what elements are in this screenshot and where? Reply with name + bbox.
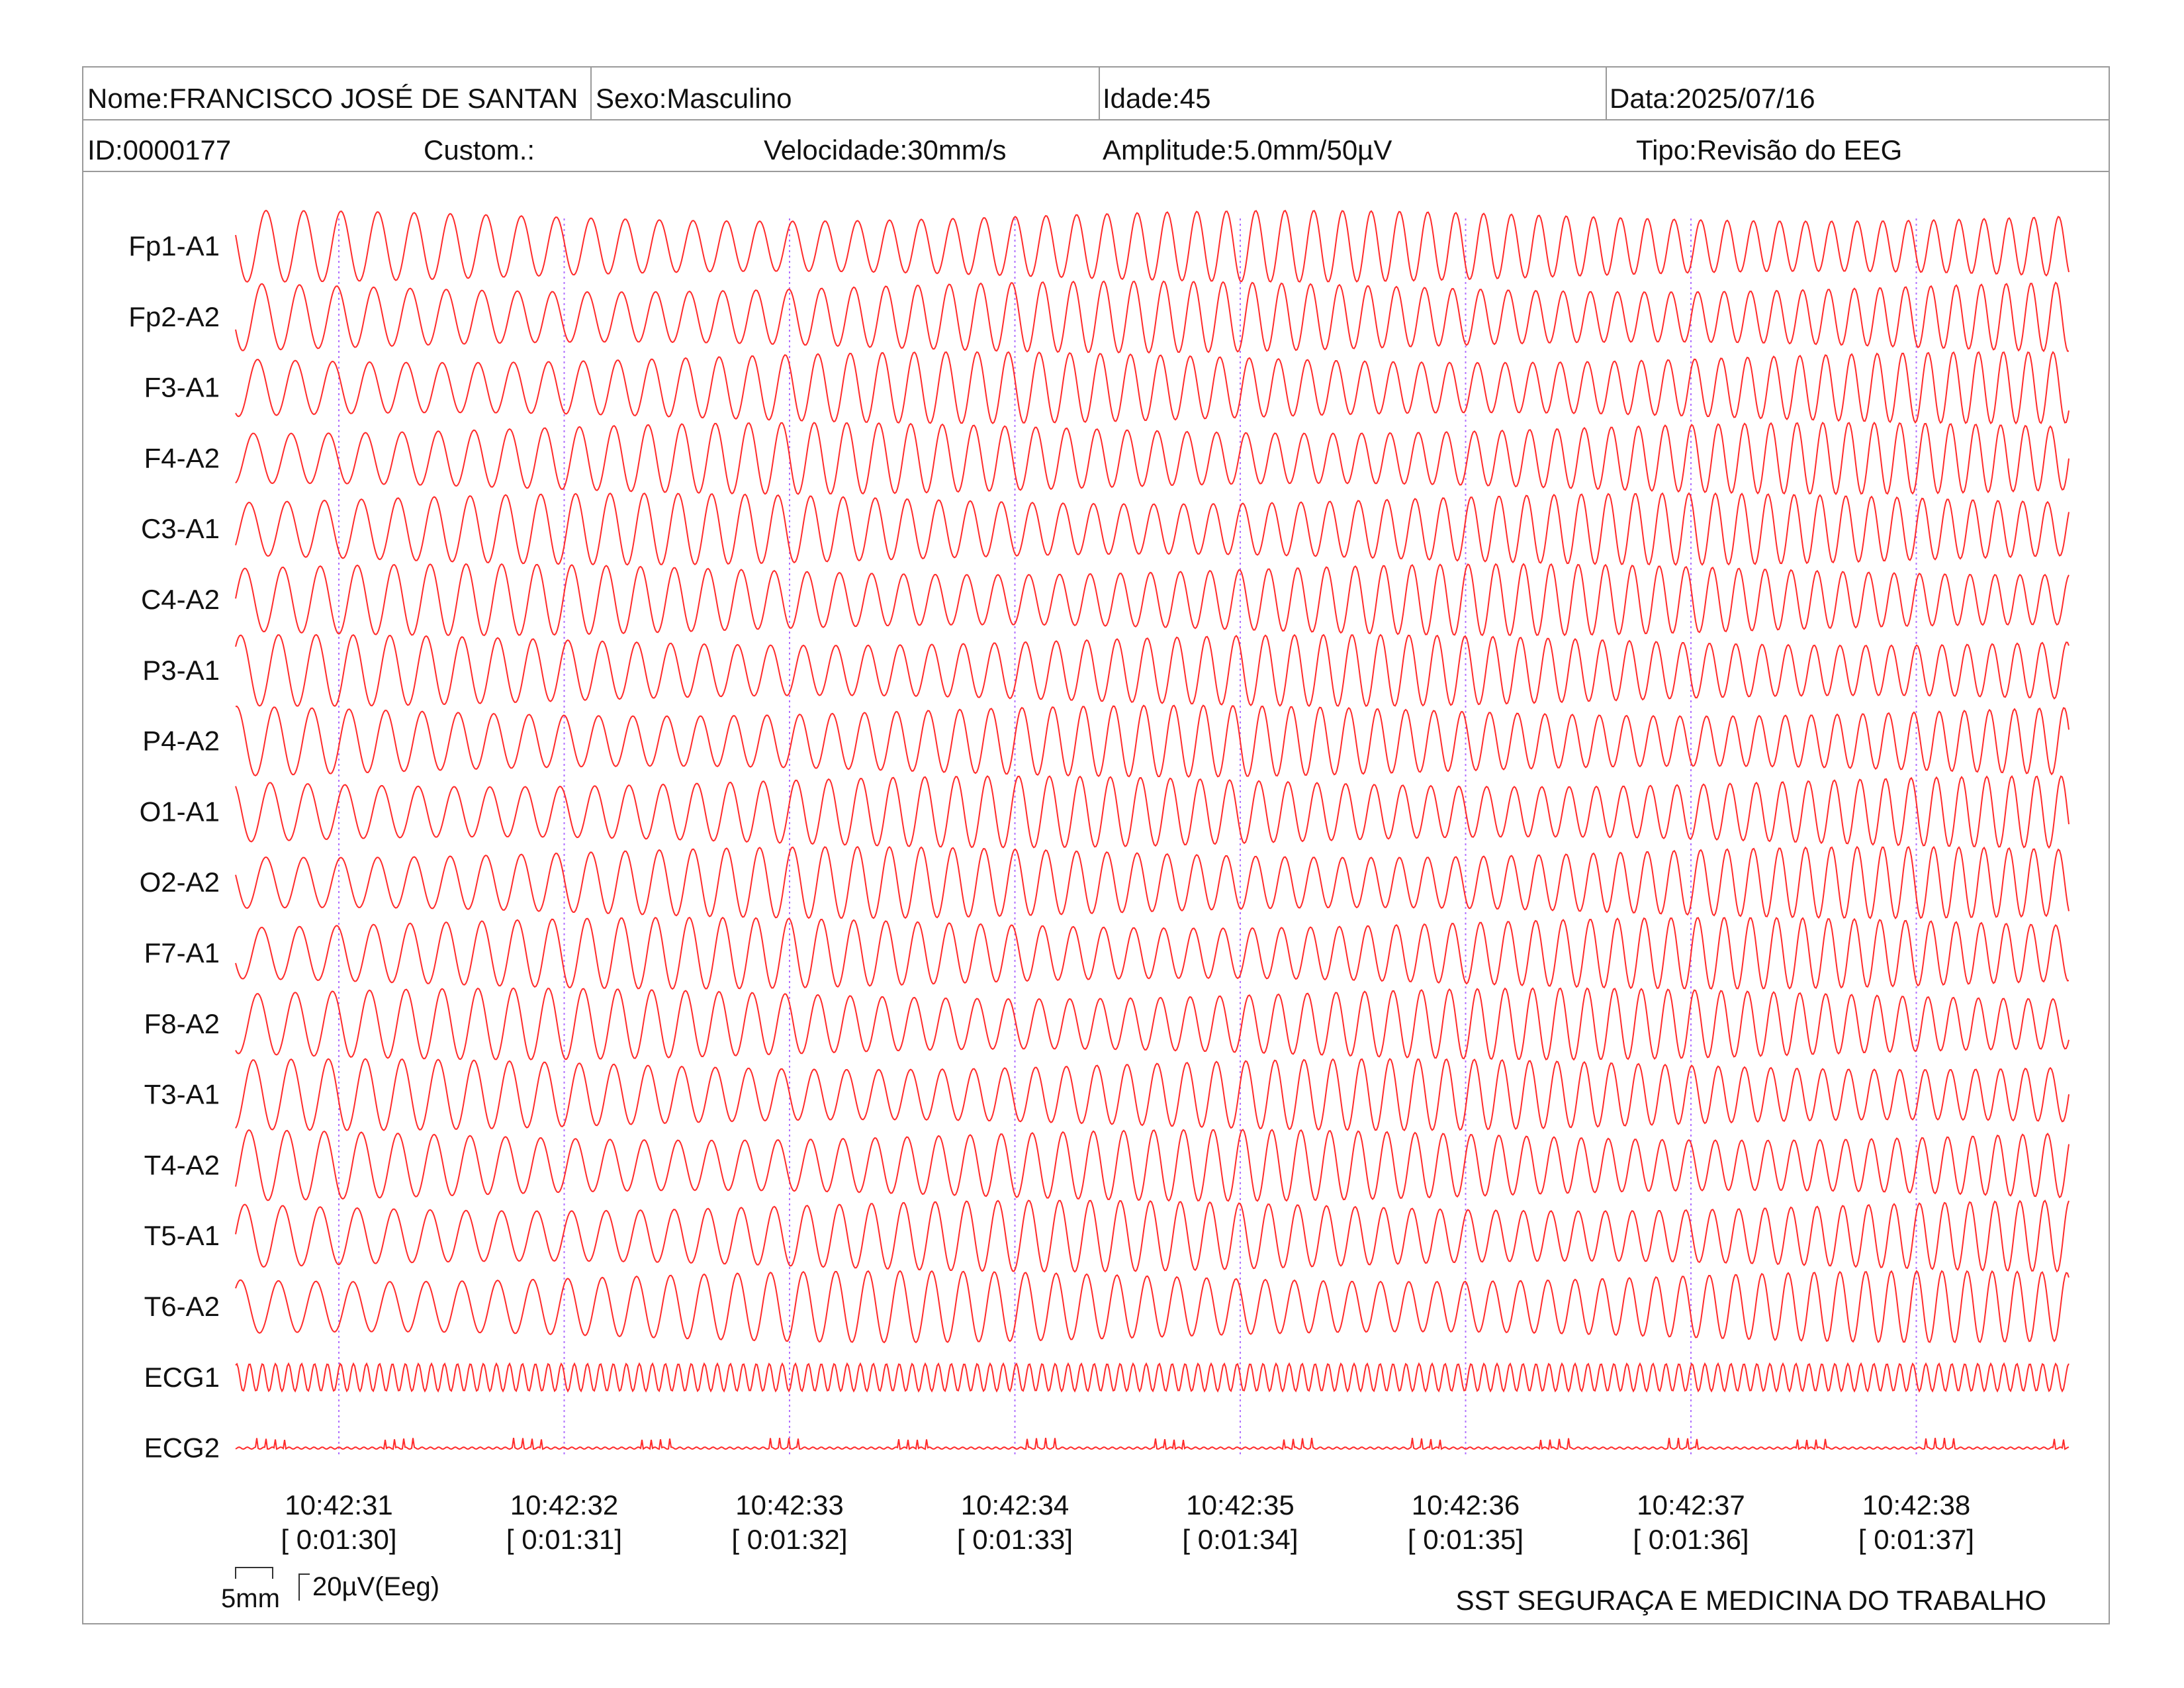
time-tick-elapsed: [ 0:01:36]: [1633, 1524, 1749, 1555]
time-tick-elapsed: [ 0:01:31]: [506, 1524, 622, 1555]
channel-trace: [235, 492, 2070, 566]
channel-trace: [235, 916, 2070, 990]
channel-label: F4-A2: [144, 442, 220, 473]
time-tick-clock: 10:42:33: [735, 1489, 844, 1521]
channel-label: T4-A2: [144, 1149, 220, 1180]
time-tick-elapsed: [ 0:01:35]: [1408, 1524, 1524, 1555]
time-tick-elapsed: [ 0:01:30]: [281, 1524, 396, 1555]
channel-label: T6-A2: [144, 1291, 220, 1322]
channel-traces: [235, 209, 2070, 1450]
header-separator: [1099, 66, 1100, 119]
channel-label: O1-A1: [140, 796, 220, 827]
time-tick-elapsed: [ 0:01:37]: [1858, 1524, 1974, 1555]
time-tick-elapsed: [ 0:01:33]: [957, 1524, 1073, 1555]
channel-trace: [235, 351, 2070, 425]
channel-trace: [235, 987, 2070, 1061]
header-divider: [82, 119, 2110, 120]
time-scale-label: 5mm: [221, 1584, 280, 1613]
amplitude-setting: Amplitude:5.0mm/50µV: [1103, 134, 1392, 165]
time-tick-elapsed: [ 0:01:32]: [731, 1524, 847, 1555]
channel-trace: [235, 421, 2070, 496]
channel-trace: [235, 704, 2070, 778]
channel-trace: [235, 1270, 2070, 1344]
channel-trace: [235, 280, 2070, 354]
time-tick-clock: 10:42:34: [961, 1489, 1069, 1521]
channel-trace: [235, 845, 2070, 919]
channel-trace: [235, 1362, 2070, 1393]
paper-speed: Velocidade:30mm/s: [764, 134, 1007, 165]
exam-type: Tipo:Revisão do EEG: [1636, 134, 1903, 165]
time-tick-clock: 10:42:31: [285, 1489, 393, 1521]
scale-bar: 5mm 20µV(Eeg): [221, 1567, 439, 1613]
channel-trace: [235, 1058, 2070, 1131]
organization-name: SST SEGURAÇA E MEDICINA DO TRABALHO: [1456, 1585, 2046, 1616]
channel-trace: [235, 1129, 2070, 1202]
channel-label: ECG2: [144, 1432, 220, 1464]
report-frame: [82, 66, 2110, 1624]
patient-name: Nome:FRANCISCO JOSÉ DE SANTAN: [87, 83, 578, 114]
header-bottom-divider: [82, 171, 2110, 172]
amplitude-scale-bracket: [298, 1573, 310, 1601]
patient-sex: Sexo:Masculino: [596, 83, 792, 114]
channel-label: C3-A1: [141, 513, 220, 544]
channel-label: F3-A1: [144, 372, 220, 403]
channel-label: F8-A2: [144, 1008, 220, 1039]
time-tick-clock: 10:42:37: [1637, 1489, 1745, 1521]
time-scale-bracket: [235, 1567, 273, 1579]
header-separator: [590, 66, 592, 119]
header-separator: [1606, 66, 1607, 119]
channel-trace: [235, 1199, 2070, 1273]
time-tick-clock: 10:42:36: [1412, 1489, 1520, 1521]
channel-trace: [235, 1437, 2070, 1450]
channel-label: F7-A1: [144, 937, 220, 968]
channel-label: T3-A1: [144, 1079, 220, 1110]
amplitude-scale-label: 20µV(Eeg): [312, 1572, 439, 1601]
exam-date: Data:2025/07/16: [1610, 83, 1815, 114]
channel-label: ECG1: [144, 1362, 220, 1393]
channel-label: P3-A1: [142, 655, 220, 686]
time-tick-clock: 10:42:32: [510, 1489, 619, 1521]
time-tick-labels: 10:42:31[ 0:01:30] 10:42:32[ 0:01:31] 10:4…: [281, 1489, 1974, 1555]
time-tick-clock: 10:42:38: [1862, 1489, 1971, 1521]
channel-label: T5-A1: [144, 1220, 220, 1251]
channel-label: C4-A2: [141, 584, 220, 615]
channel-label: O2-A2: [140, 867, 220, 898]
time-tick-clock: 10:42:35: [1186, 1489, 1295, 1521]
channel-trace: [235, 209, 2070, 283]
channel-trace: [235, 774, 2070, 849]
custom-field: Custom.:: [424, 134, 535, 165]
channel-trace: [235, 633, 2070, 708]
patient-id: ID:0000177: [87, 134, 232, 165]
channel-labels: Fp1-A1 Fp2-A2 F3-A1 F4-A2 C3-A1 C4-A2 P3-A1 P4-…: [128, 230, 220, 1464]
time-tick-elapsed: [ 0:01:34]: [1182, 1524, 1298, 1555]
channel-label: Fp1-A1: [128, 230, 220, 261]
channel-trace: [235, 563, 2070, 637]
channel-label: P4-A2: [142, 726, 220, 757]
second-markers: [338, 218, 1917, 1456]
channel-label: Fp2-A2: [128, 301, 220, 332]
patient-age: Idade:45: [1103, 83, 1211, 114]
